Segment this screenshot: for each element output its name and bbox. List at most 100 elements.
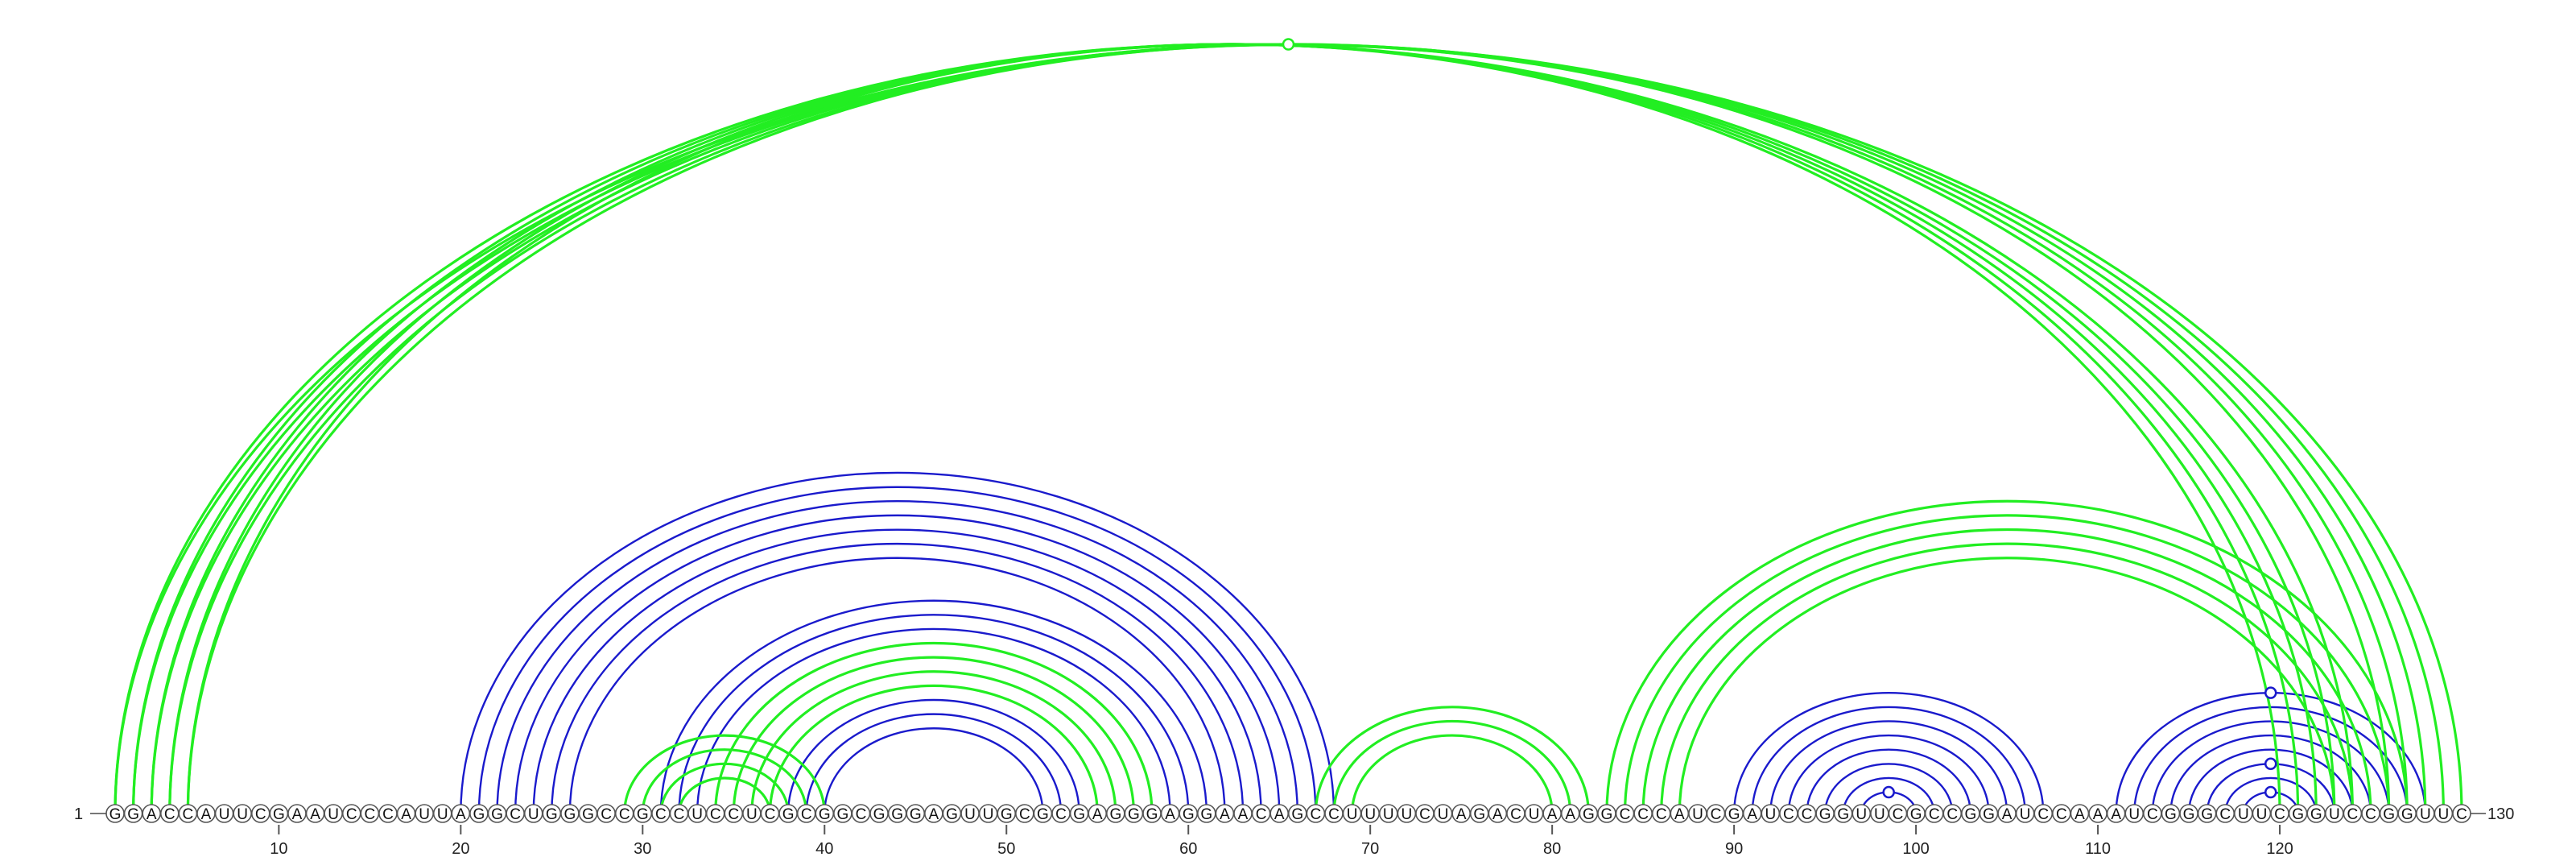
nucleotide-letter: A	[1165, 806, 1175, 823]
nucleotide: G	[269, 804, 289, 823]
nucleotide: A	[1269, 804, 1290, 823]
nucleotide: U	[1688, 804, 1707, 823]
nucleotide: C	[1651, 804, 1671, 823]
nucleotide: U	[2124, 804, 2145, 823]
tick-label: 30	[634, 840, 651, 857]
nucleotide: A	[1088, 804, 1108, 823]
nucleotide-letter: G	[109, 806, 122, 823]
nucleotide-letter: U	[1692, 806, 1703, 823]
nucleotide-letter: G	[1109, 806, 1121, 823]
nucleotide: G	[869, 804, 889, 823]
tick-label: 50	[997, 840, 1015, 857]
nucleotide-letter: U	[746, 806, 758, 823]
nucleotide: U	[2325, 804, 2344, 823]
tick-label: 110	[2085, 840, 2111, 857]
nucleotide-letter: G	[1983, 806, 1995, 823]
nucleotide: C	[1415, 804, 1435, 823]
green-arc	[1641, 528, 2372, 814]
nucleotide-letter: C	[674, 806, 685, 823]
nucleotide: A	[1233, 804, 1253, 823]
nucleotide: A	[1451, 804, 1471, 823]
nucleotide-letter: A	[2002, 806, 2013, 823]
nucleotide-letter: G	[582, 806, 594, 823]
nucleotide-letter: G	[1728, 806, 1740, 823]
nucleotide-letter: C	[710, 806, 721, 823]
nucleotide: U	[742, 804, 762, 823]
nucleotide: U	[2434, 804, 2454, 823]
green-arc	[641, 748, 808, 814]
nucleotide-letter: G	[2165, 806, 2177, 823]
nucleotide-letter: G	[1837, 806, 1849, 823]
blue-arc	[2151, 720, 2390, 814]
nucleotide-circle	[2452, 804, 2471, 823]
nucleotide-letter: C	[2147, 806, 2158, 823]
nucleotide-letter: G	[546, 806, 558, 823]
nucleotide: A	[1997, 804, 2017, 823]
green-arc	[1350, 734, 1554, 814]
nucleotide: U	[1870, 804, 1889, 823]
nucleotide-letter: G	[2401, 806, 2413, 823]
nucleotide-letter: U	[2329, 806, 2340, 823]
nucleotide-letter: C	[1929, 806, 1940, 823]
nucleotide-letter: A	[1456, 806, 1467, 823]
nucleotide-letter: G	[2292, 806, 2304, 823]
nucleotide: A	[1488, 804, 1508, 823]
nucleotide-letter: C	[1055, 806, 1067, 823]
blue-arc	[1751, 706, 2026, 814]
nucleotide-letter: C	[765, 806, 776, 823]
nucleotide: A	[924, 804, 943, 823]
blue-arc	[2169, 734, 2372, 814]
green-arc	[1314, 706, 1590, 814]
nucleotide: U	[2234, 804, 2253, 823]
blue-arc	[733, 656, 1135, 814]
nucleotide-letter: C	[601, 806, 612, 823]
nucleotide: G	[1033, 804, 1053, 823]
nucleotide: U	[960, 804, 980, 823]
nucleotide-letter: C	[1510, 806, 1521, 823]
blue-arc	[1842, 777, 1935, 814]
nucleotide-letter: A	[1547, 806, 1558, 823]
nucleotide: U	[233, 804, 252, 823]
nucleotide-letter: A	[456, 806, 466, 823]
nucleotide: C	[1888, 804, 1908, 823]
arc-apex-marker	[2264, 757, 2277, 771]
nucleotide: C	[796, 804, 816, 823]
nucleotide-letter: G	[873, 806, 886, 823]
blue-arc	[514, 515, 1281, 814]
nucleotide: U	[1852, 804, 1872, 823]
nucleotide: C	[2270, 804, 2289, 823]
nucleotide: G	[2161, 804, 2181, 823]
nucleotide: C	[851, 804, 871, 823]
nucleotide: C	[506, 804, 525, 823]
nucleotide: G	[560, 804, 580, 823]
nucleotide-letter: A	[1674, 806, 1685, 823]
nucleotide-letter: U	[2128, 806, 2140, 823]
arcs-layer	[114, 44, 2463, 814]
tick-label: 120	[2266, 840, 2293, 857]
nucleotide: C	[1251, 804, 1271, 823]
nucleotide: A	[305, 804, 325, 823]
nucleotide: C	[760, 804, 780, 823]
nucleotide-letter: G	[836, 806, 848, 823]
nucleotide-letter: G	[1001, 806, 1013, 823]
nucleotide-letter: U	[419, 806, 430, 823]
nucleotide-letter: G	[1910, 806, 1922, 823]
nucleotide-letter: U	[1765, 806, 1776, 823]
nucleotide-letter: G	[1819, 806, 1831, 823]
nucleotide-letter: C	[255, 806, 266, 823]
nucleotide-letter: A	[147, 806, 157, 823]
nucleotide: C	[614, 804, 634, 823]
nucleotide-letter: G	[637, 806, 649, 823]
nucleotide-letter: C	[655, 806, 667, 823]
nucleotide-letter: A	[401, 806, 411, 823]
nucleotide: G	[1124, 804, 1144, 823]
nucleotide: C	[651, 804, 671, 823]
nucleotide-letter: U	[983, 806, 994, 823]
nucleotide: U	[214, 804, 234, 823]
nucleotide-letter: U	[1383, 806, 1394, 823]
blue-arc	[2224, 777, 2318, 814]
nucleotide-letter: G	[891, 806, 903, 823]
nucleotide: G	[633, 804, 653, 823]
nucleotide-letter: C	[1019, 806, 1030, 823]
nucleotide: C	[669, 804, 689, 823]
